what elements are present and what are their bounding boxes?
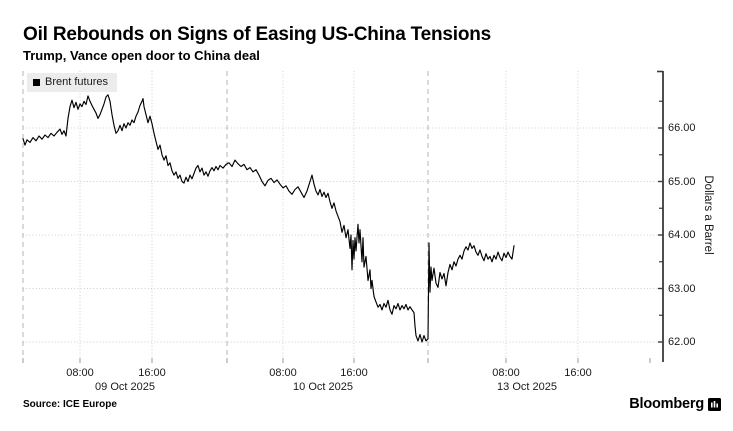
bloomberg-logo-icon bbox=[708, 397, 721, 411]
y-tick-label: 65.00 bbox=[668, 175, 696, 188]
x-date-label: 13 Oct 2025 bbox=[497, 381, 557, 393]
source-label: Source: ICE Europe bbox=[23, 399, 117, 410]
legend: Brent futures bbox=[27, 73, 117, 92]
x-time-label: 08:00 bbox=[492, 367, 520, 379]
x-time-label: 16:00 bbox=[340, 367, 368, 379]
x-time-label: 16:00 bbox=[138, 367, 166, 379]
y-tick-label: 64.00 bbox=[668, 229, 696, 241]
x-date-label: 10 Oct 2025 bbox=[293, 381, 353, 393]
x-date-label: 09 Oct 2025 bbox=[95, 381, 155, 393]
y-tick-label: 62.00 bbox=[668, 336, 696, 348]
bloomberg-wordmark: Bloomberg bbox=[629, 396, 704, 412]
price-line bbox=[22, 94, 515, 343]
chart-title: Oil Rebounds on Signs of Easing US-China… bbox=[23, 24, 492, 45]
y-tick-label: 66.00 bbox=[668, 122, 696, 134]
y-axis-title: Dollars a Barrel bbox=[702, 175, 714, 255]
bloomberg-brand: Bloomberg bbox=[629, 396, 721, 412]
legend-swatch-icon bbox=[33, 79, 40, 86]
legend-label: Brent futures bbox=[45, 76, 108, 88]
chart-subtitle: Trump, Vance open door to China deal bbox=[23, 48, 260, 63]
x-time-label: 08:00 bbox=[269, 367, 297, 379]
x-time-label: 16:00 bbox=[564, 367, 592, 379]
y-tick-label: 63.00 bbox=[668, 282, 696, 295]
x-time-label: 08:00 bbox=[66, 367, 94, 379]
